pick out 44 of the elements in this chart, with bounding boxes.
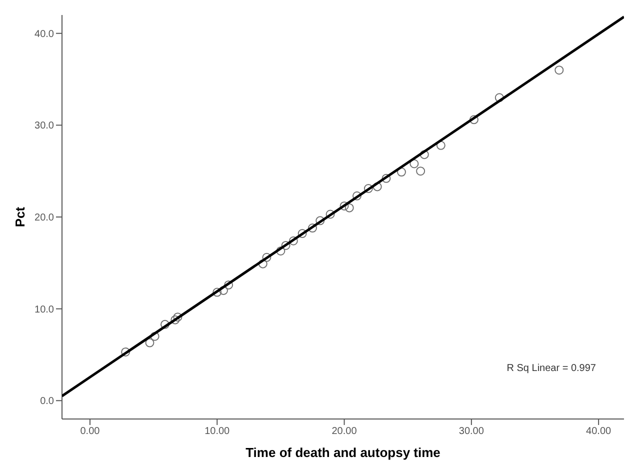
point: [326, 210, 335, 219]
point: [288, 236, 298, 246]
point: [436, 140, 446, 150]
point: [308, 224, 317, 233]
point: [150, 332, 160, 341]
point: [364, 184, 373, 194]
y-tick-label: 30.0: [34, 120, 54, 132]
point: [170, 315, 180, 324]
point: [160, 320, 170, 329]
point: [281, 240, 290, 250]
point: [416, 166, 426, 176]
point: [554, 66, 564, 75]
point: [224, 280, 234, 290]
point: [469, 115, 478, 124]
x-tick-label: 0.00: [80, 426, 100, 438]
point: [276, 246, 286, 256]
y-tick-label: 20.0: [34, 212, 54, 224]
point: [372, 182, 382, 192]
y-tick-label: 0.0: [40, 396, 54, 408]
y-axis-title: Pct: [12, 206, 28, 228]
point: [258, 259, 268, 268]
point: [121, 347, 130, 356]
x-tick-label: 20.00: [332, 426, 358, 438]
point: [262, 252, 272, 262]
x-tick-label: 10.00: [204, 426, 230, 438]
point: [298, 229, 307, 238]
point: [316, 216, 325, 226]
x-tick-label: 40.00: [586, 426, 612, 438]
point: [494, 93, 504, 102]
point: [344, 203, 354, 212]
point: [218, 286, 228, 295]
point: [212, 288, 222, 297]
point: [145, 338, 154, 348]
y-tick-label: 10.0: [34, 304, 54, 316]
x-axis-title: Time of death and autopsy time: [246, 445, 440, 460]
point: [382, 174, 391, 183]
point: [410, 159, 419, 168]
annotation: R Sq Linear = 0.997: [506, 363, 596, 374]
point: [340, 201, 349, 210]
x-tick-label: 30.00: [458, 426, 484, 438]
point: [173, 312, 182, 322]
point: [420, 150, 429, 160]
y-tick-label: 40.0: [34, 28, 54, 40]
point: [352, 191, 362, 200]
